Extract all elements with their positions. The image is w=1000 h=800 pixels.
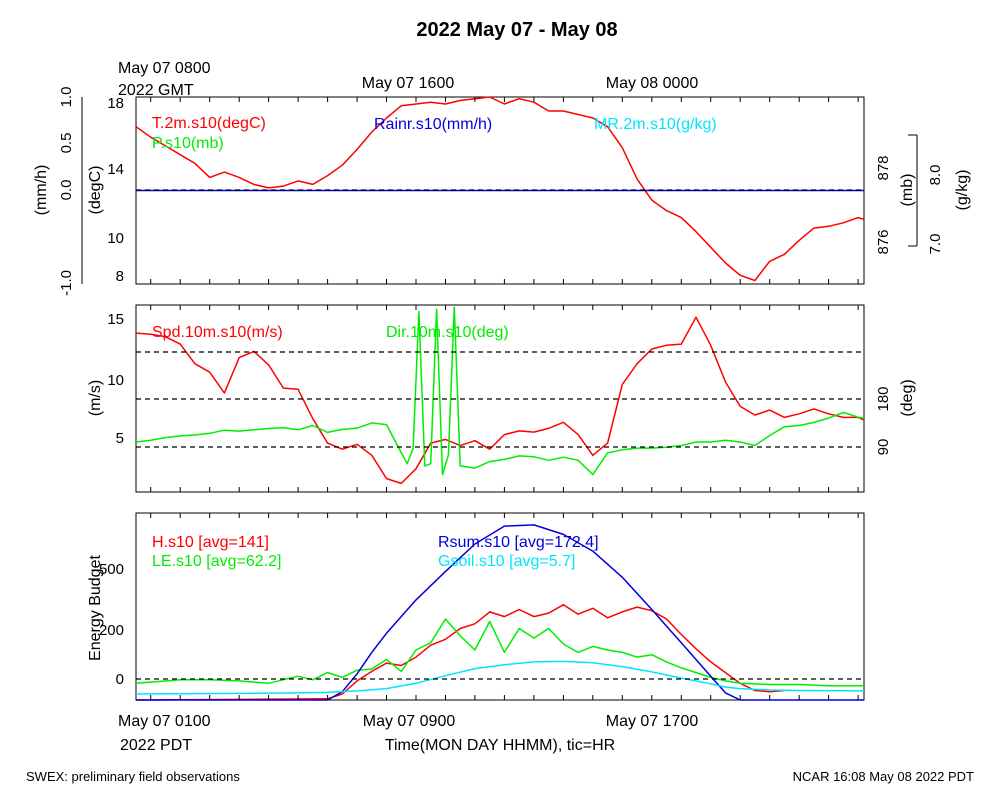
speed-tick-label: 10	[107, 372, 124, 389]
rain-tick-label: -1.0	[58, 270, 75, 296]
speed-tick-label: 15	[107, 311, 124, 328]
rain-tick-label: 1.0	[58, 87, 75, 108]
legend-temperature: T.2m.s10(degC)	[152, 115, 266, 132]
svg-text:Rsum.s10 [avg=172.4]: Rsum.s10 [avg=172.4]	[438, 534, 599, 551]
series-line-gsoil-s10	[135, 660, 865, 695]
temp-tick-label: 10	[107, 230, 124, 247]
direction-tick-label: 90	[875, 439, 892, 456]
footer-left: SWEX: preliminary field observations	[26, 769, 240, 784]
series-line-le-s10	[135, 618, 864, 687]
legend-latent-heat: LE.s10 [avg=62.2]	[152, 553, 281, 570]
legend-pressure: P.s10(mb)	[152, 135, 224, 152]
energy-axis-label: Energy Budget	[87, 555, 104, 661]
speed-axis-label: (m/s)	[87, 380, 104, 416]
bottom-axis-label-1: May 07 0900	[363, 713, 456, 730]
rain-tick-label: 0.5	[58, 133, 75, 154]
rain-axis-label: (mm/h)	[33, 165, 50, 216]
top-axis-sublabel: 2022 GMT	[118, 82, 194, 99]
energy-tick-label: 200	[99, 622, 124, 639]
legend-net-radiation: Rsum.s10 [avg=172.4]	[438, 534, 599, 551]
bottom-axis-sublabel: 2022 PDT	[120, 737, 192, 754]
svg-text:H.s10 [avg=141]: H.s10 [avg=141]	[152, 534, 269, 551]
rain-tick-label: 0.0	[58, 180, 75, 201]
legend-sensible-heat: H.s10 [avg=141]	[152, 534, 269, 551]
pressure-axis-label: (mb)	[899, 174, 916, 207]
legend-wind-speed: Spd.10m.s10(m/s)	[152, 324, 283, 341]
legend-soil-heat-flux: Gsoil.s10 [avg=5.7]	[438, 553, 575, 570]
energy-series-lines	[135, 524, 865, 701]
temp-axis-label: (degC)	[87, 166, 104, 215]
temp-tick-label: 18	[107, 95, 124, 112]
series-line-dir-10m-s10-deg	[135, 306, 865, 476]
legend-rain-rate: Rainr.s10(mm/h)	[374, 116, 492, 133]
series-line-t-2m-s10-degc	[135, 96, 865, 282]
series-line-h-s10	[135, 603, 785, 701]
svg-text:Gsoil.s10 [avg=5.7]: Gsoil.s10 [avg=5.7]	[438, 553, 575, 570]
energy-tick-label: 0	[116, 671, 124, 688]
svg-text:LE.s10 [avg=62.2]: LE.s10 [avg=62.2]	[152, 553, 281, 570]
energy-tick-label: 500	[99, 561, 124, 578]
direction-tick-label: 180	[875, 386, 892, 411]
series-line-spd-10m-s10-m-s	[135, 316, 865, 485]
series-line-rsum-s10	[136, 524, 864, 701]
mixing-ratio-axis-label: (g/kg)	[954, 170, 971, 211]
temp-tick-label: 8	[116, 268, 124, 285]
top-axis-label-1: May 07 1600	[362, 75, 455, 92]
pressure-tick-label: 876	[875, 229, 892, 254]
direction-axis-label: (deg)	[899, 379, 916, 416]
tick-marks	[150, 97, 859, 700]
top-axis-label-2: May 08 0000	[606, 75, 699, 92]
legend-wind-direction: Dir.10m.s10(deg)	[386, 324, 509, 341]
mixing-ratio-tick-label: 8.0	[927, 165, 944, 186]
speed-tick-label: 5	[116, 430, 124, 447]
top-axis-label-0: May 07 0800	[118, 60, 211, 77]
temp-tick-label: 14	[107, 161, 124, 178]
chart-title: 2022 May 07 - May 08	[416, 19, 617, 41]
energy-panel-frame	[135, 512, 865, 701]
bottom-axis-title: Time(MON DAY HHMM), tic=HR	[385, 737, 615, 754]
footer-right: NCAR 16:08 May 08 2022 PDT	[793, 769, 974, 784]
mixing-ratio-tick-label: 7.0	[927, 234, 944, 255]
pressure-tick-label: 878	[875, 155, 892, 180]
wind-series-lines	[135, 306, 865, 485]
bottom-axis-label-0: May 07 0100	[118, 713, 211, 730]
bottom-axis-label-2: May 07 1700	[606, 713, 699, 730]
legend-mixing-ratio: MR.2m.s10(g/kg)	[594, 116, 717, 133]
